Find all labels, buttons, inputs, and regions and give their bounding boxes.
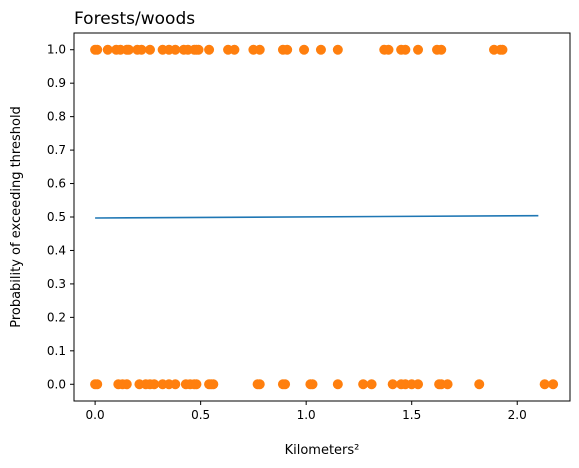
y-tick-label: 0.9 xyxy=(47,76,66,90)
scatter-point xyxy=(204,44,215,55)
y-tick-label: 0.5 xyxy=(47,210,66,224)
x-axis-ticks: 0.0 0.5 1.0 1.5 2.0 xyxy=(86,401,527,422)
y-axis-label: Probability of exceeding threshold xyxy=(9,106,24,328)
scatter-point xyxy=(497,44,508,55)
scatter-point xyxy=(280,379,291,390)
scatter-point xyxy=(299,44,310,55)
scatter-point xyxy=(121,379,132,390)
y-tick-label: 0.3 xyxy=(47,277,66,291)
scatter-point xyxy=(413,44,424,55)
scatter-point xyxy=(436,44,447,55)
scatter-point xyxy=(254,379,265,390)
scatter-point xyxy=(442,379,453,390)
y-tick-label: 0.4 xyxy=(47,243,66,257)
scatter-point xyxy=(332,44,343,55)
scatter-point xyxy=(92,44,103,55)
scatter-point xyxy=(170,44,181,55)
scatter-point xyxy=(191,379,202,390)
x-tick-label: 0.5 xyxy=(191,408,210,422)
y-tick-label: 0.0 xyxy=(47,377,66,391)
scatter-point xyxy=(208,379,219,390)
scatter-point xyxy=(400,44,411,55)
scatter-point xyxy=(144,44,155,55)
y-tick-label: 1.0 xyxy=(47,43,66,57)
y-tick-label: 0.7 xyxy=(47,143,66,157)
scatter-point xyxy=(123,44,134,55)
x-tick-label: 1.0 xyxy=(297,408,316,422)
scatter-point xyxy=(136,44,147,55)
scatter-point xyxy=(307,379,318,390)
x-tick-label: 0.0 xyxy=(86,408,105,422)
scatter-point xyxy=(366,379,377,390)
scatter-point xyxy=(358,379,369,390)
scatter-point xyxy=(387,379,398,390)
scatter-point xyxy=(539,379,550,390)
scatter-point xyxy=(149,379,160,390)
y-tick-label: 0.1 xyxy=(47,344,66,358)
x-tick-label: 1.5 xyxy=(402,408,421,422)
scatter-point xyxy=(383,44,394,55)
y-tick-label: 0.6 xyxy=(47,177,66,191)
scatter-point xyxy=(92,379,103,390)
chart-title: Forests/woods xyxy=(74,9,195,29)
y-axis-ticks: 0.0 0.1 0.2 0.3 0.4 0.5 0.6 0.7 0.8 0.9 1.0 xyxy=(47,43,74,391)
scatter-point xyxy=(315,44,326,55)
scatter-point xyxy=(282,44,293,55)
x-axis-label: Kilometers² xyxy=(285,443,360,458)
y-tick-label: 0.2 xyxy=(47,310,66,324)
scatter-point xyxy=(193,44,204,55)
scatter-point xyxy=(474,379,485,390)
scatter-point xyxy=(254,44,265,55)
scatter-point xyxy=(170,379,181,390)
y-tick-label: 0.8 xyxy=(47,110,66,124)
scatter-point xyxy=(229,44,240,55)
scatter-point xyxy=(548,379,559,390)
fit-line xyxy=(95,214,539,219)
scatter-point xyxy=(332,379,343,390)
series-layer xyxy=(90,44,559,390)
scatter-point xyxy=(413,379,424,390)
scatter-point xyxy=(102,44,113,55)
x-tick-label: 2.0 xyxy=(508,408,527,422)
